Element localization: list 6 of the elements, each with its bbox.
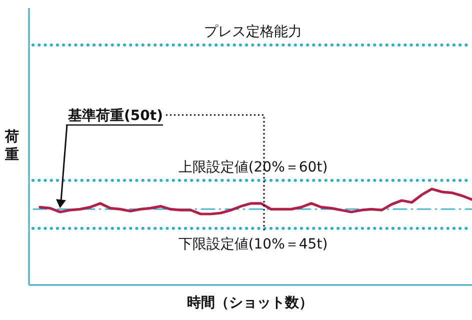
ref-line-label: プレス定格能力	[204, 24, 302, 40]
x-axis-title: 時間（ショット数）	[187, 295, 313, 311]
ref-line-label: 上限設定値(20%＝60t)	[178, 159, 328, 176]
ref-line-label: 下限設定値(10%＝45t)	[178, 236, 328, 252]
ref-line-label: 基準荷重(50t)	[67, 108, 163, 124]
y-axis-title: 荷重	[4, 129, 19, 163]
